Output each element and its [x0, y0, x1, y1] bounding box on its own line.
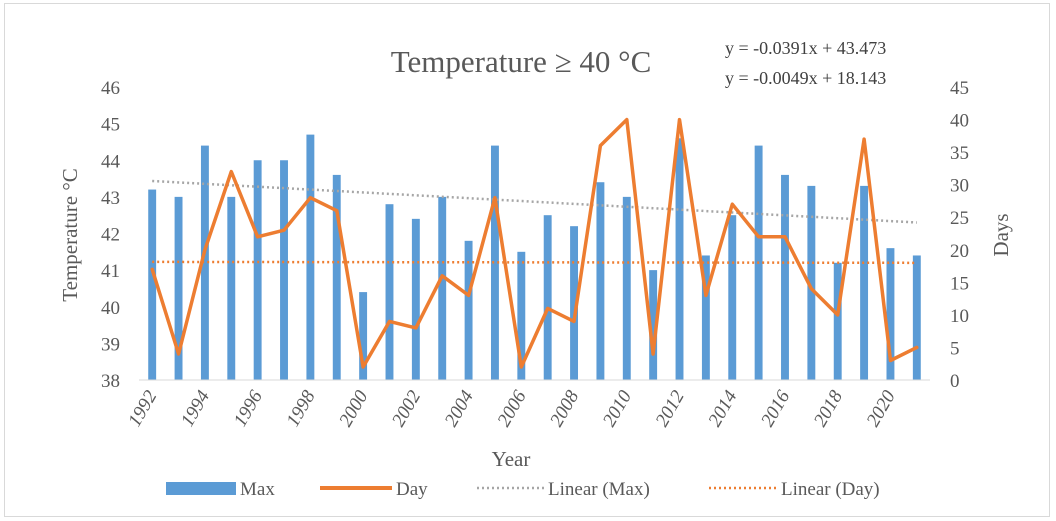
bar-max-1999 — [332, 174, 341, 380]
day-line-layer — [150, 117, 919, 369]
chart-title: Temperature ≥ 40 °C — [391, 44, 652, 79]
y2-axis-title: Days — [989, 213, 1013, 256]
bar-max-1995 — [227, 196, 236, 380]
y2-tick-label: 30 — [950, 176, 969, 197]
bars-layer — [148, 134, 921, 380]
x-tick-label: 2010 — [599, 387, 636, 431]
x-tick-label: 2002 — [388, 387, 425, 431]
bar-max-2016 — [781, 174, 789, 380]
bar-max-2002 — [411, 218, 420, 380]
x-tick-label: 2020 — [863, 387, 900, 431]
legend-day-label: Day — [396, 479, 428, 500]
bar-max-1993 — [174, 196, 183, 380]
x-tick-label: 2000 — [335, 387, 372, 431]
y-tick-label: 40 — [101, 298, 120, 319]
y-tick-label: 39 — [101, 334, 120, 355]
bar-max-2000 — [359, 292, 368, 380]
x-tick-label: 1996 — [230, 387, 267, 431]
x-tick-label: 2016 — [757, 387, 794, 431]
y2-tick-label: 0 — [950, 371, 960, 392]
y-axis-title: Temperature °C — [58, 168, 82, 301]
x-tick-label: 1998 — [283, 387, 320, 431]
y2-tick-label: 10 — [950, 306, 969, 327]
bar-max-1997 — [280, 160, 288, 380]
y2-tick-label: 35 — [950, 143, 969, 164]
x-tick-label: 2014 — [704, 387, 741, 431]
bar-max-2007 — [543, 215, 552, 380]
bar-max-2019 — [860, 185, 869, 380]
y-tick-label: 46 — [101, 78, 120, 99]
legend-max-label: Max — [240, 479, 275, 500]
trendlines-layer — [152, 179, 917, 265]
y-tick-label: 45 — [101, 115, 120, 136]
bar-max-1996 — [253, 160, 262, 380]
legend: Max Day Linear (Max) Linear (Day) — [166, 479, 880, 500]
y-tick-label: 44 — [101, 151, 121, 172]
trend-equation-day: y = -0.0049x + 18.143 — [725, 68, 886, 88]
trendline-day — [152, 260, 917, 265]
y2-tick-label: 5 — [950, 338, 960, 359]
y2-tick-label: 40 — [950, 111, 969, 132]
bar-max-2010 — [622, 196, 631, 380]
line-day — [150, 117, 919, 369]
legend-linear-max-label: Linear (Max) — [548, 479, 650, 500]
legend-linear-day-label: Linear (Day) — [781, 479, 880, 500]
x-tick-label: 2004 — [441, 387, 478, 431]
right-axis-ticks: 0 5 10 15 20 25 30 35 40 45 — [950, 78, 969, 392]
y-tick-label: 42 — [101, 225, 120, 246]
bar-max-2012 — [675, 138, 684, 380]
bar-max-2014 — [728, 215, 737, 380]
bar-max-2001 — [385, 204, 394, 380]
x-tick-label: 2008 — [546, 387, 583, 431]
bar-max-2013 — [701, 255, 710, 380]
bar-max-1994 — [200, 145, 209, 380]
bar-max-2005 — [490, 145, 499, 380]
x-tick-label: 2012 — [652, 387, 689, 431]
bar-max-1992 — [148, 189, 157, 380]
bar-max-2006 — [517, 251, 526, 380]
left-axis-ticks: 38 39 40 41 42 43 44 45 46 — [101, 78, 121, 392]
y2-tick-label: 25 — [950, 208, 969, 229]
y-tick-label: 38 — [101, 371, 120, 392]
x-axis-title: Year — [492, 447, 531, 471]
trendline-max — [152, 179, 917, 224]
y2-tick-label: 20 — [950, 241, 969, 262]
bar-max-2021 — [912, 255, 921, 380]
bar-max-2004 — [464, 240, 473, 380]
bar-max-2020 — [886, 248, 895, 380]
bar-max-2018 — [833, 262, 842, 380]
x-tick-label: 2006 — [493, 387, 530, 431]
x-tick-label: 1992 — [124, 387, 161, 431]
x-tick-label: 2018 — [810, 387, 847, 431]
bar-max-2017 — [807, 185, 816, 380]
y-tick-label: 41 — [101, 261, 120, 282]
bar-max-2009 — [596, 182, 605, 380]
y2-tick-label: 15 — [950, 273, 969, 294]
bar-max-1998 — [306, 134, 315, 380]
x-axis-ticks: 1992 1994 1996 1998 2000 2002 2004 2006 2008 2010… — [124, 387, 900, 431]
y2-tick-label: 45 — [950, 78, 969, 99]
bar-max-2011 — [649, 270, 658, 380]
y-tick-label: 43 — [101, 188, 120, 209]
legend-max-swatch — [166, 482, 236, 495]
bar-max-2008 — [570, 226, 579, 380]
x-tick-label: 1994 — [177, 387, 214, 431]
bar-max-2003 — [438, 196, 447, 380]
trend-equation-max: y = -0.0391x + 43.473 — [725, 38, 886, 58]
